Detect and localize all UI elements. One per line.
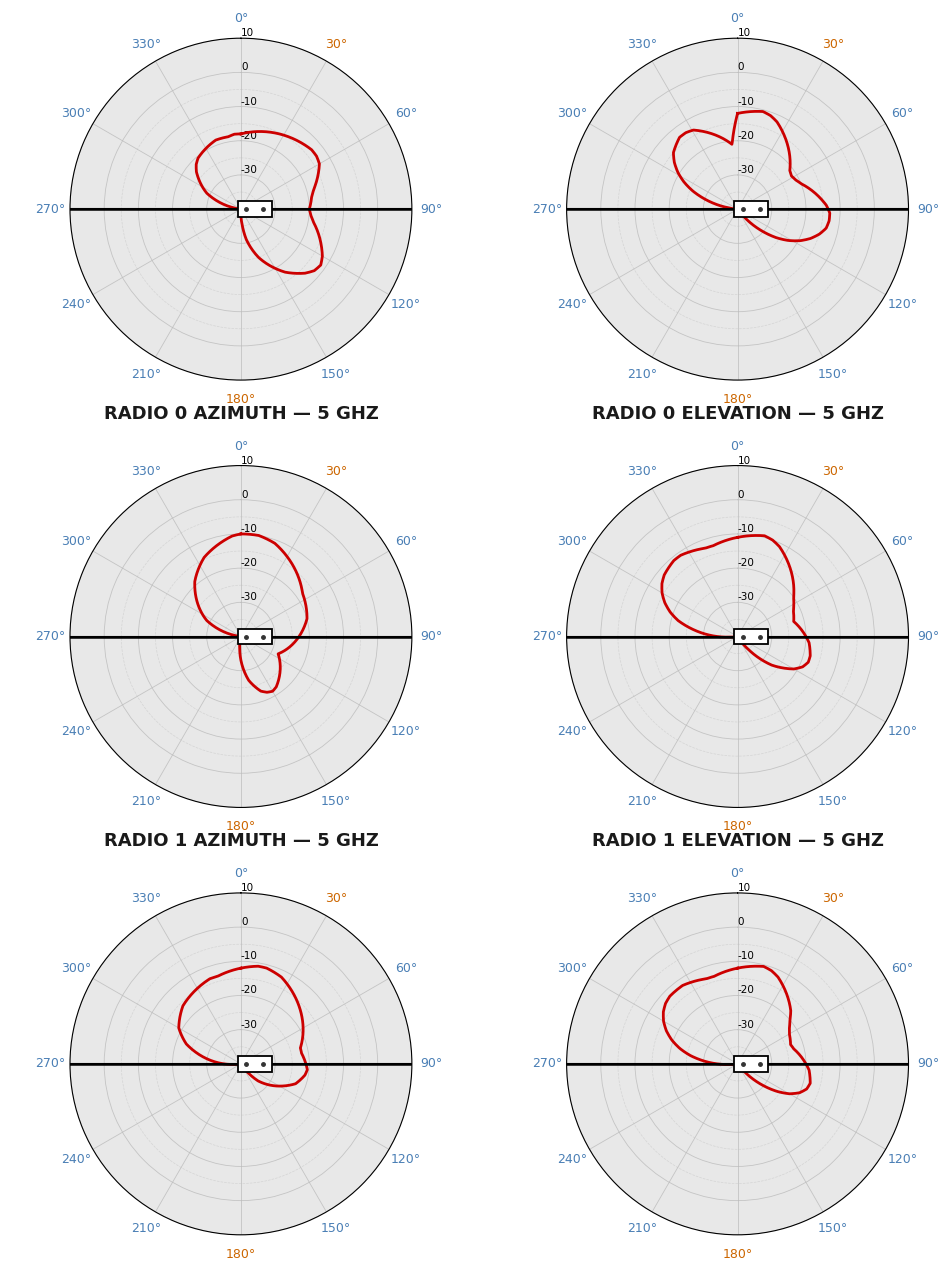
Title: RADIO 1 ELEVATION — 5 GHZ: RADIO 1 ELEVATION — 5 GHZ	[592, 833, 884, 850]
FancyBboxPatch shape	[238, 629, 272, 644]
FancyBboxPatch shape	[734, 629, 769, 644]
FancyBboxPatch shape	[734, 201, 769, 216]
FancyBboxPatch shape	[238, 1057, 272, 1072]
FancyBboxPatch shape	[734, 1057, 769, 1072]
Title: RADIO 1 AZIMUTH — 5 GHZ: RADIO 1 AZIMUTH — 5 GHZ	[104, 833, 378, 850]
FancyBboxPatch shape	[238, 201, 272, 216]
Title: RADIO 0 AZIMUTH — 5 GHZ: RADIO 0 AZIMUTH — 5 GHZ	[104, 405, 378, 423]
Title: RADIO 0 ELEVATION — 5 GHZ: RADIO 0 ELEVATION — 5 GHZ	[592, 405, 884, 423]
